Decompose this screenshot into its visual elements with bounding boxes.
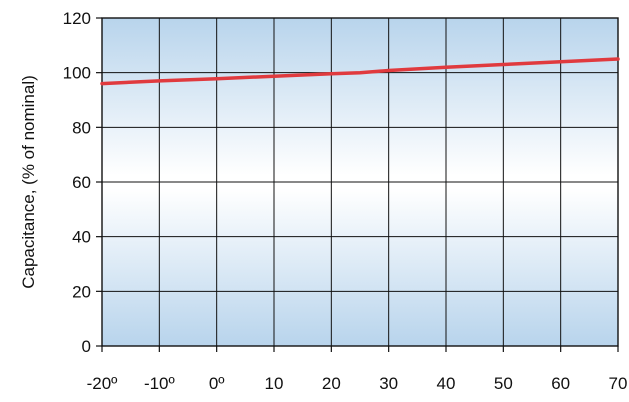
- y-tick-label: 40: [72, 228, 91, 247]
- x-tick-label: 70: [609, 374, 628, 393]
- y-tick-label: 20: [72, 282, 91, 301]
- y-tick-label: 80: [72, 118, 91, 137]
- y-tick-label: 60: [72, 173, 91, 192]
- x-tick-label: 10: [265, 374, 284, 393]
- tick-labels: -20º -10º 0º 10 20 30 40 50 60 70 0 20 40 60 80 100 120: [63, 9, 628, 393]
- x-tick-label: 0º: [209, 374, 225, 393]
- y-axis-label: Capacitance, (% of nominal): [19, 75, 38, 289]
- x-tick-label: 20: [322, 374, 341, 393]
- y-tick-label: 100: [63, 64, 91, 83]
- x-tick-label: 60: [551, 374, 570, 393]
- y-tick-label: 120: [63, 9, 91, 28]
- axes: [96, 17, 619, 352]
- y-tick-label: 0: [82, 337, 91, 356]
- x-tick-label: -10º: [144, 374, 175, 393]
- x-tick-label: 50: [494, 374, 513, 393]
- series-layer: [100, 57, 620, 86]
- x-tick-label: 30: [379, 374, 398, 393]
- x-tick-label: -20º: [87, 374, 118, 393]
- plot-frame: [101, 17, 619, 347]
- capacitance-line: [100, 57, 620, 86]
- x-tick-label: 40: [437, 374, 456, 393]
